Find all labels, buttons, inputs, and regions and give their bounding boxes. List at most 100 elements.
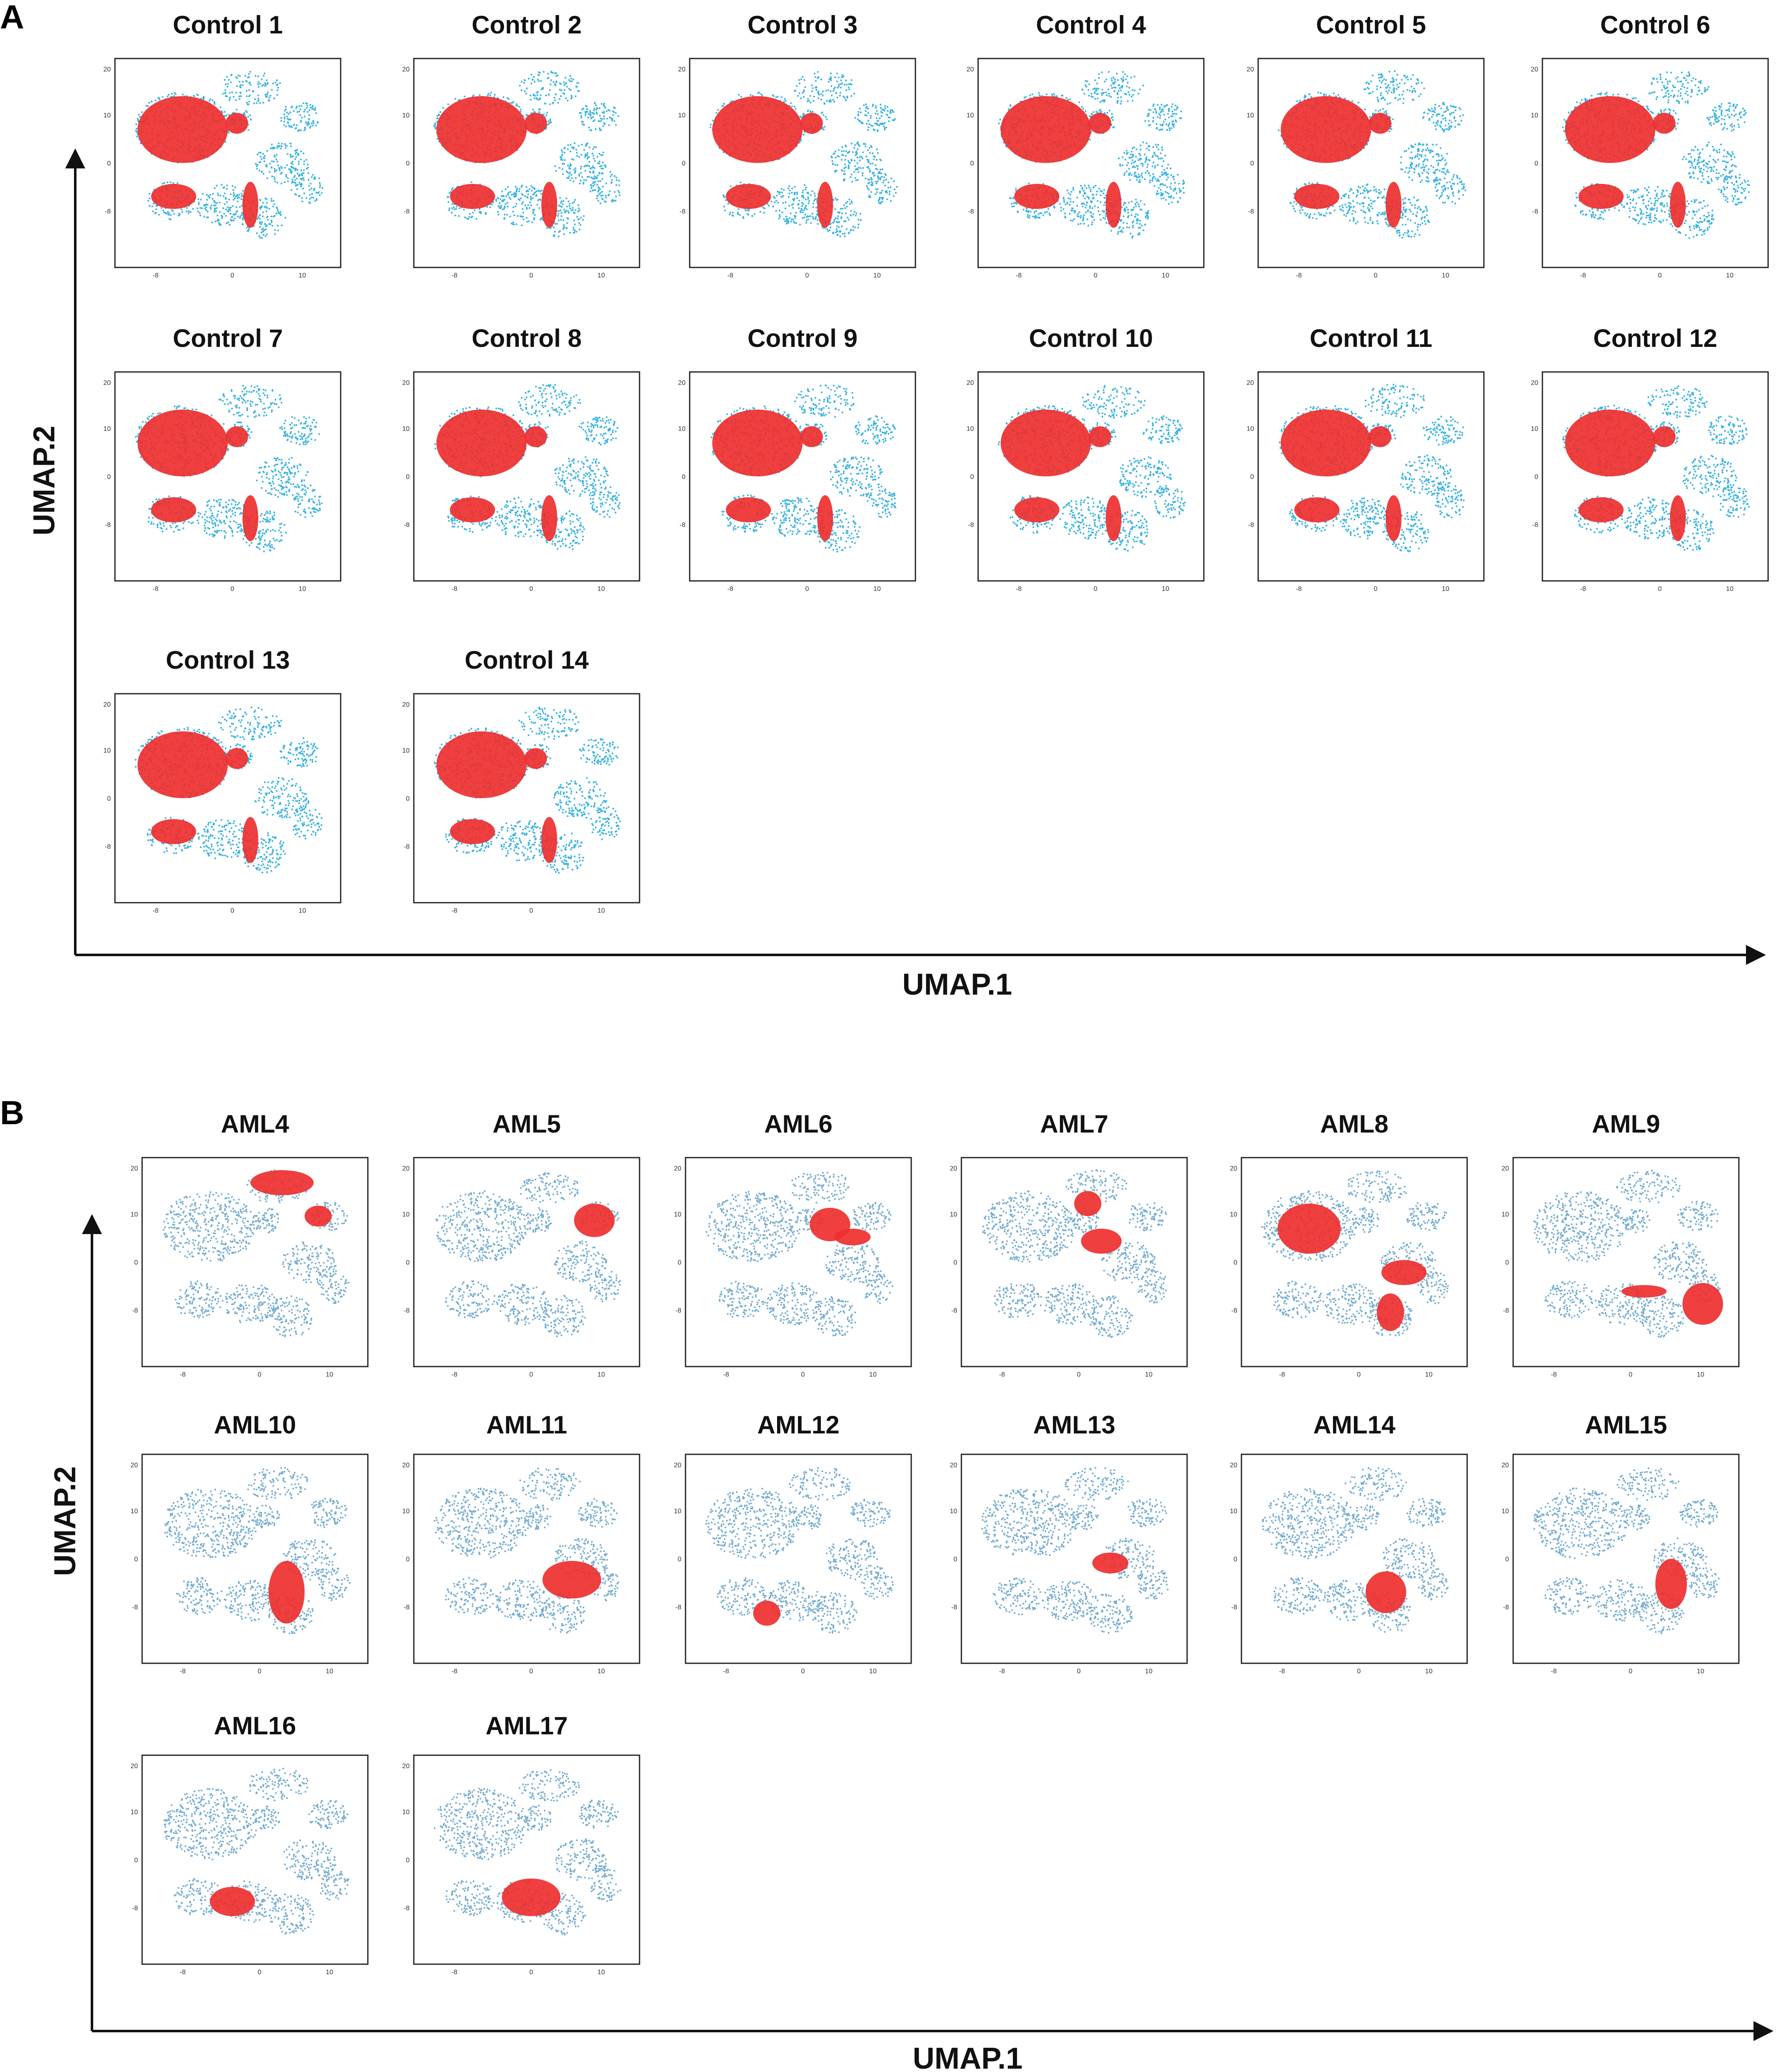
cell-point bbox=[224, 92, 226, 94]
cell-point bbox=[203, 96, 204, 98]
cell-point bbox=[283, 113, 285, 115]
cell-point bbox=[520, 197, 522, 199]
cell-point bbox=[472, 212, 474, 214]
cell-point bbox=[241, 212, 243, 214]
cell-point bbox=[266, 224, 268, 226]
cell-point bbox=[230, 207, 232, 209]
cell-point bbox=[260, 161, 261, 163]
cell-point bbox=[588, 156, 590, 158]
cell-point bbox=[568, 201, 569, 202]
cell-point bbox=[586, 165, 587, 167]
cell-point bbox=[211, 221, 213, 223]
cell-point bbox=[261, 229, 263, 230]
cell-point bbox=[263, 75, 265, 76]
cell-point bbox=[603, 112, 605, 114]
cell-point bbox=[224, 111, 225, 112]
cell-point bbox=[555, 223, 556, 225]
cell-point bbox=[537, 79, 539, 80]
cell-point bbox=[287, 153, 288, 155]
cell-point bbox=[272, 83, 274, 84]
cell-point bbox=[851, 95, 852, 97]
cell-point bbox=[596, 195, 598, 197]
cell-point bbox=[265, 197, 266, 199]
cell-point bbox=[463, 209, 465, 211]
cell-point bbox=[534, 191, 536, 193]
cell-point bbox=[301, 174, 303, 176]
cell-point bbox=[531, 221, 533, 223]
cell-point bbox=[845, 79, 847, 81]
cell-point bbox=[277, 225, 278, 227]
cell-point bbox=[791, 106, 793, 107]
cell-point bbox=[172, 182, 174, 184]
cell-point bbox=[233, 214, 234, 215]
cell-point bbox=[871, 179, 872, 181]
cell-point bbox=[152, 211, 154, 212]
cell-point bbox=[810, 102, 811, 103]
cell-point bbox=[236, 77, 238, 79]
x-tick-label: 10 bbox=[873, 272, 881, 279]
cell-point bbox=[562, 204, 563, 205]
cell-point bbox=[844, 163, 846, 165]
cell-point bbox=[222, 187, 224, 188]
cell-point bbox=[569, 80, 571, 82]
cell-point bbox=[306, 107, 308, 109]
cell-point bbox=[219, 224, 220, 225]
cell-point bbox=[202, 193, 204, 195]
cell-point bbox=[580, 165, 582, 167]
cell-point bbox=[162, 96, 163, 98]
cell-point bbox=[233, 96, 234, 98]
cell-point bbox=[262, 202, 264, 204]
cell-point bbox=[512, 102, 513, 104]
cell-point bbox=[605, 201, 607, 203]
cell-point bbox=[274, 181, 276, 182]
cell-point bbox=[233, 199, 234, 201]
cell-point bbox=[530, 99, 532, 101]
cell-point bbox=[522, 211, 524, 213]
cell-point bbox=[581, 117, 582, 118]
cell-point bbox=[294, 150, 296, 151]
cell-point bbox=[148, 102, 150, 104]
cell-point bbox=[884, 129, 886, 130]
cell-point bbox=[562, 228, 564, 230]
cell-point bbox=[523, 82, 525, 84]
cell-point bbox=[177, 182, 178, 184]
cell-point bbox=[530, 83, 532, 84]
cell-point bbox=[600, 195, 602, 196]
cell-point bbox=[532, 79, 533, 81]
cell-point bbox=[225, 198, 227, 200]
cell-point bbox=[264, 155, 265, 157]
cell-point bbox=[589, 161, 590, 163]
cell-point bbox=[312, 174, 313, 176]
cell-point bbox=[265, 229, 267, 230]
cell-point bbox=[230, 74, 232, 76]
cell-point bbox=[602, 172, 604, 174]
cell-point bbox=[577, 90, 579, 92]
cell-point bbox=[263, 234, 264, 236]
cell-point bbox=[544, 103, 545, 104]
cell-point bbox=[537, 199, 539, 201]
cell-point bbox=[530, 198, 532, 199]
cell-point bbox=[257, 76, 259, 77]
cell-point bbox=[224, 193, 225, 194]
cell-point bbox=[570, 180, 571, 181]
cell-point bbox=[240, 95, 242, 97]
cell-point bbox=[575, 167, 576, 169]
cell-point bbox=[561, 200, 562, 202]
cell-point bbox=[265, 94, 266, 96]
cell-point bbox=[221, 184, 222, 186]
cell-point bbox=[886, 114, 887, 115]
cell-point bbox=[308, 115, 310, 116]
y-tick-label: 20 bbox=[678, 66, 686, 73]
cell-point bbox=[839, 92, 841, 94]
cell-point bbox=[600, 154, 602, 156]
cell-point bbox=[291, 172, 292, 174]
cell-point bbox=[438, 115, 440, 116]
cell-point bbox=[454, 209, 455, 210]
cell-point bbox=[833, 101, 835, 102]
cell-point bbox=[192, 208, 194, 210]
cell-point bbox=[271, 89, 273, 91]
cell-point bbox=[181, 209, 182, 210]
cell-point bbox=[586, 108, 588, 110]
cell-point bbox=[464, 96, 465, 97]
cell-point bbox=[451, 212, 452, 214]
